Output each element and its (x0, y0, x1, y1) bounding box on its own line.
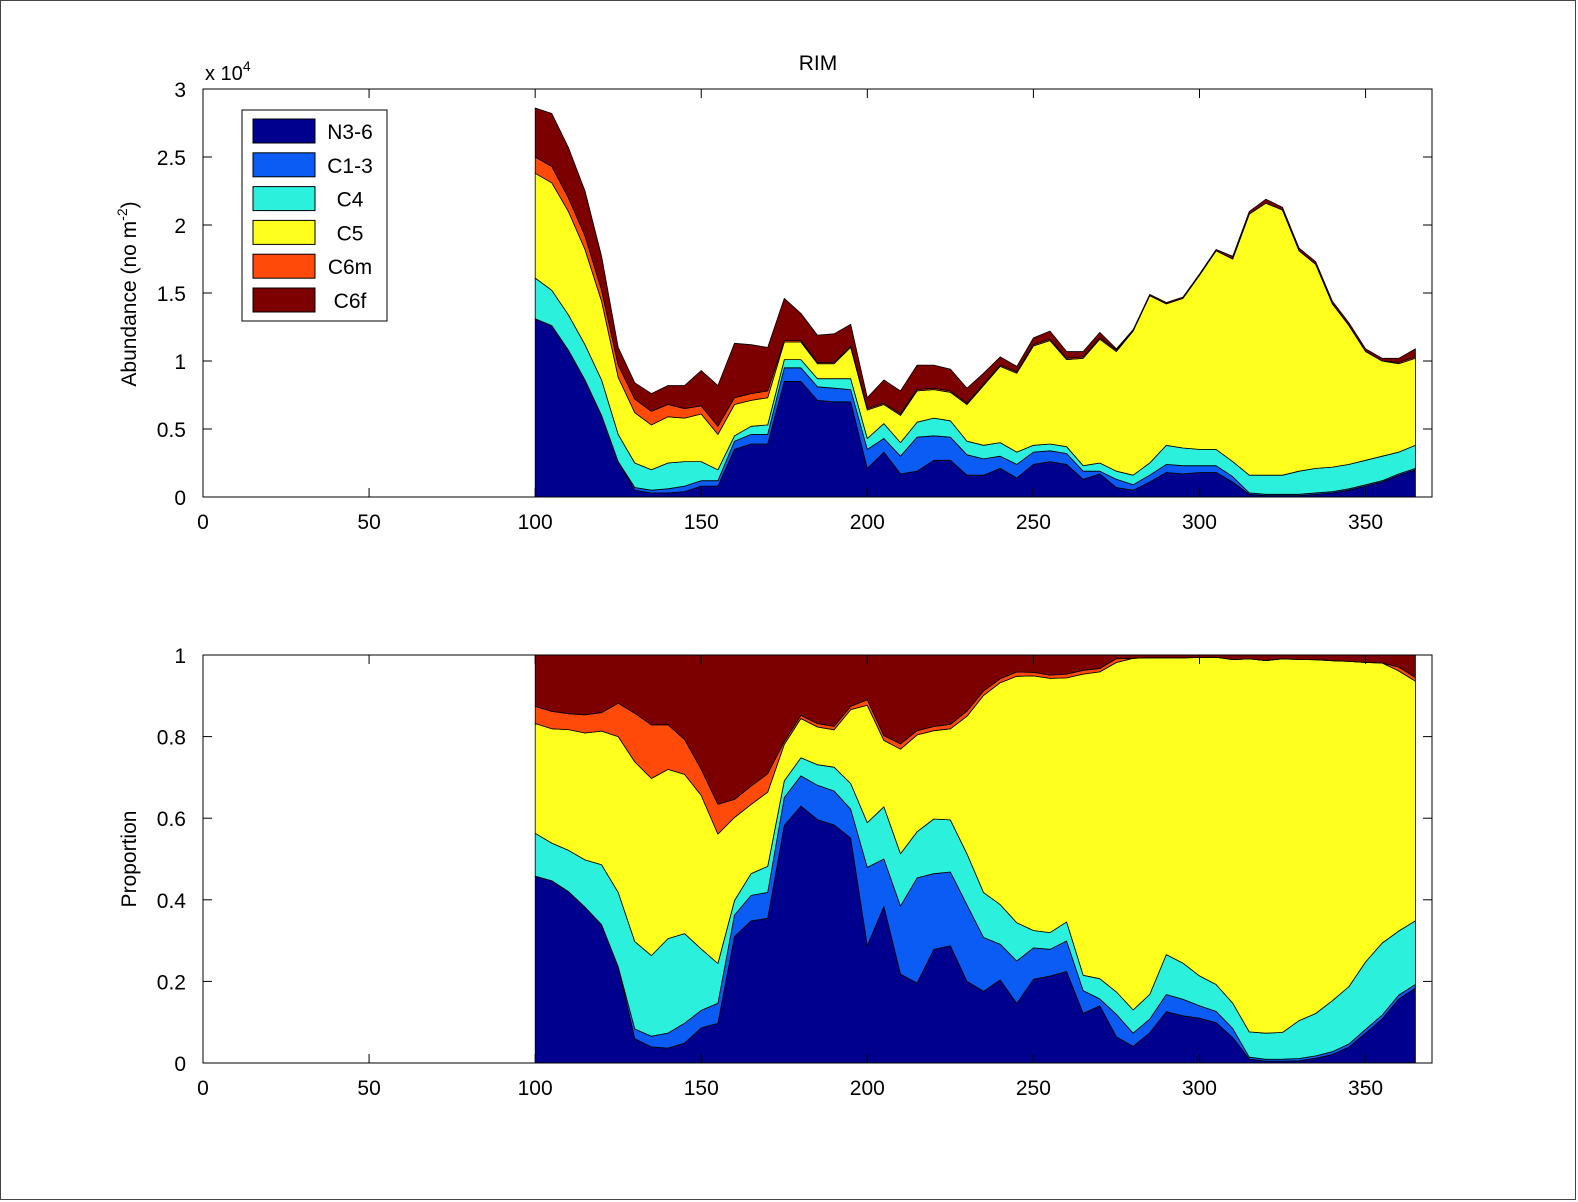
proportion-ylabel: Proportion (118, 811, 141, 908)
legend: N3-6 C1-3 C4 C5 C6m C6f (241, 109, 388, 322)
legend-label-c4: C4 (337, 189, 364, 212)
legend-swatch-n3-6 (252, 118, 316, 144)
proportion-axes-box (202, 654, 1433, 1064)
x-tick-label: 100 (518, 1077, 553, 1100)
svg-text:x 104: x 104 (205, 58, 251, 85)
legend-swatch-c4 (252, 186, 316, 212)
x-tick-label: 50 (357, 1077, 380, 1100)
abundance-ylabel-sup: -2 (114, 208, 130, 221)
x-tick-label: 300 (1182, 511, 1217, 534)
legend-label-c6m: C6m (328, 256, 372, 279)
x-tick-label: 50 (357, 511, 380, 534)
y-tick-label: 2.5 (157, 147, 186, 170)
abundance-area-c6f (534, 107, 1416, 427)
legend-label-n3-6: N3-6 (327, 121, 373, 144)
legend-swatch-c5 (252, 219, 316, 245)
x-tick-label: 0 (197, 511, 209, 534)
y-tick-label: 0.8 (157, 727, 186, 750)
proportion-panel: 0 50 100 150 200 250 300 350 0 0.2 0.4 0.6 0.8 1 Prop… (118, 645, 1433, 1100)
legend-label-c1-3: C1-3 (327, 155, 373, 178)
y-tick-label: 0 (174, 1053, 186, 1076)
legend-swatch-c6f (252, 287, 316, 313)
x-tick-label: 350 (1348, 1077, 1383, 1100)
abundance-ylabel: Abundance (no m (118, 221, 141, 387)
chart-title: RIM (799, 52, 838, 75)
exponent-base: x 10 (205, 63, 243, 85)
abundance-panel: 0 50 100 150 200 250 300 350 0 0.5 1 1.5 2 2.5 3 RIM x… (114, 52, 1433, 534)
legend-swatch-c6m (252, 253, 316, 279)
legend-label-c6f: C6f (334, 290, 367, 313)
x-tick-label: 350 (1348, 511, 1383, 534)
abundance-area-c5 (534, 172, 1416, 476)
x-tick-label: 150 (684, 1077, 719, 1100)
y-tick-label: 0.2 (157, 971, 186, 994)
y-tick-label: 1.5 (157, 283, 186, 306)
x-tick-label: 0 (197, 1077, 209, 1100)
y-tick-label: 0.4 (157, 890, 187, 913)
proportion-areas (534, 654, 1416, 1064)
x-tick-label: 250 (1016, 511, 1051, 534)
x-tick-label: 100 (518, 511, 553, 534)
proportion-ticks: 0 50 100 150 200 250 300 350 0 0.2 0.4 0.6 0.8 1 (157, 645, 1432, 1100)
y-tick-label: 3 (174, 79, 186, 102)
y-tick-label: 0.6 (157, 808, 186, 831)
abundance-ticks: 0 50 100 150 200 250 300 350 0 0.5 1 1.5 2 2.5 3 (157, 79, 1432, 534)
x-tick-label: 250 (1016, 1077, 1051, 1100)
legend-box (241, 109, 388, 322)
y-tick-label: 0 (174, 487, 186, 510)
y-tick-label: 2 (174, 215, 186, 238)
abundance-ylabel-end: ) (118, 201, 141, 208)
legend-label-c5: C5 (337, 222, 364, 245)
x-tick-label: 300 (1182, 1077, 1217, 1100)
x-tick-label: 200 (850, 1077, 885, 1100)
y-tick-label: 1 (174, 351, 186, 374)
exponent-power: 4 (243, 58, 251, 74)
y-tick-label: 0.5 (157, 419, 186, 442)
x-tick-label: 150 (684, 511, 719, 534)
x-tick-label: 200 (850, 511, 885, 534)
y-tick-label: 1 (174, 645, 186, 668)
svg-text:Abundance (no m-2): Abundance (no m-2) (114, 201, 141, 386)
legend-swatch-c1-3 (252, 152, 316, 178)
abundance-areas (534, 107, 1416, 498)
